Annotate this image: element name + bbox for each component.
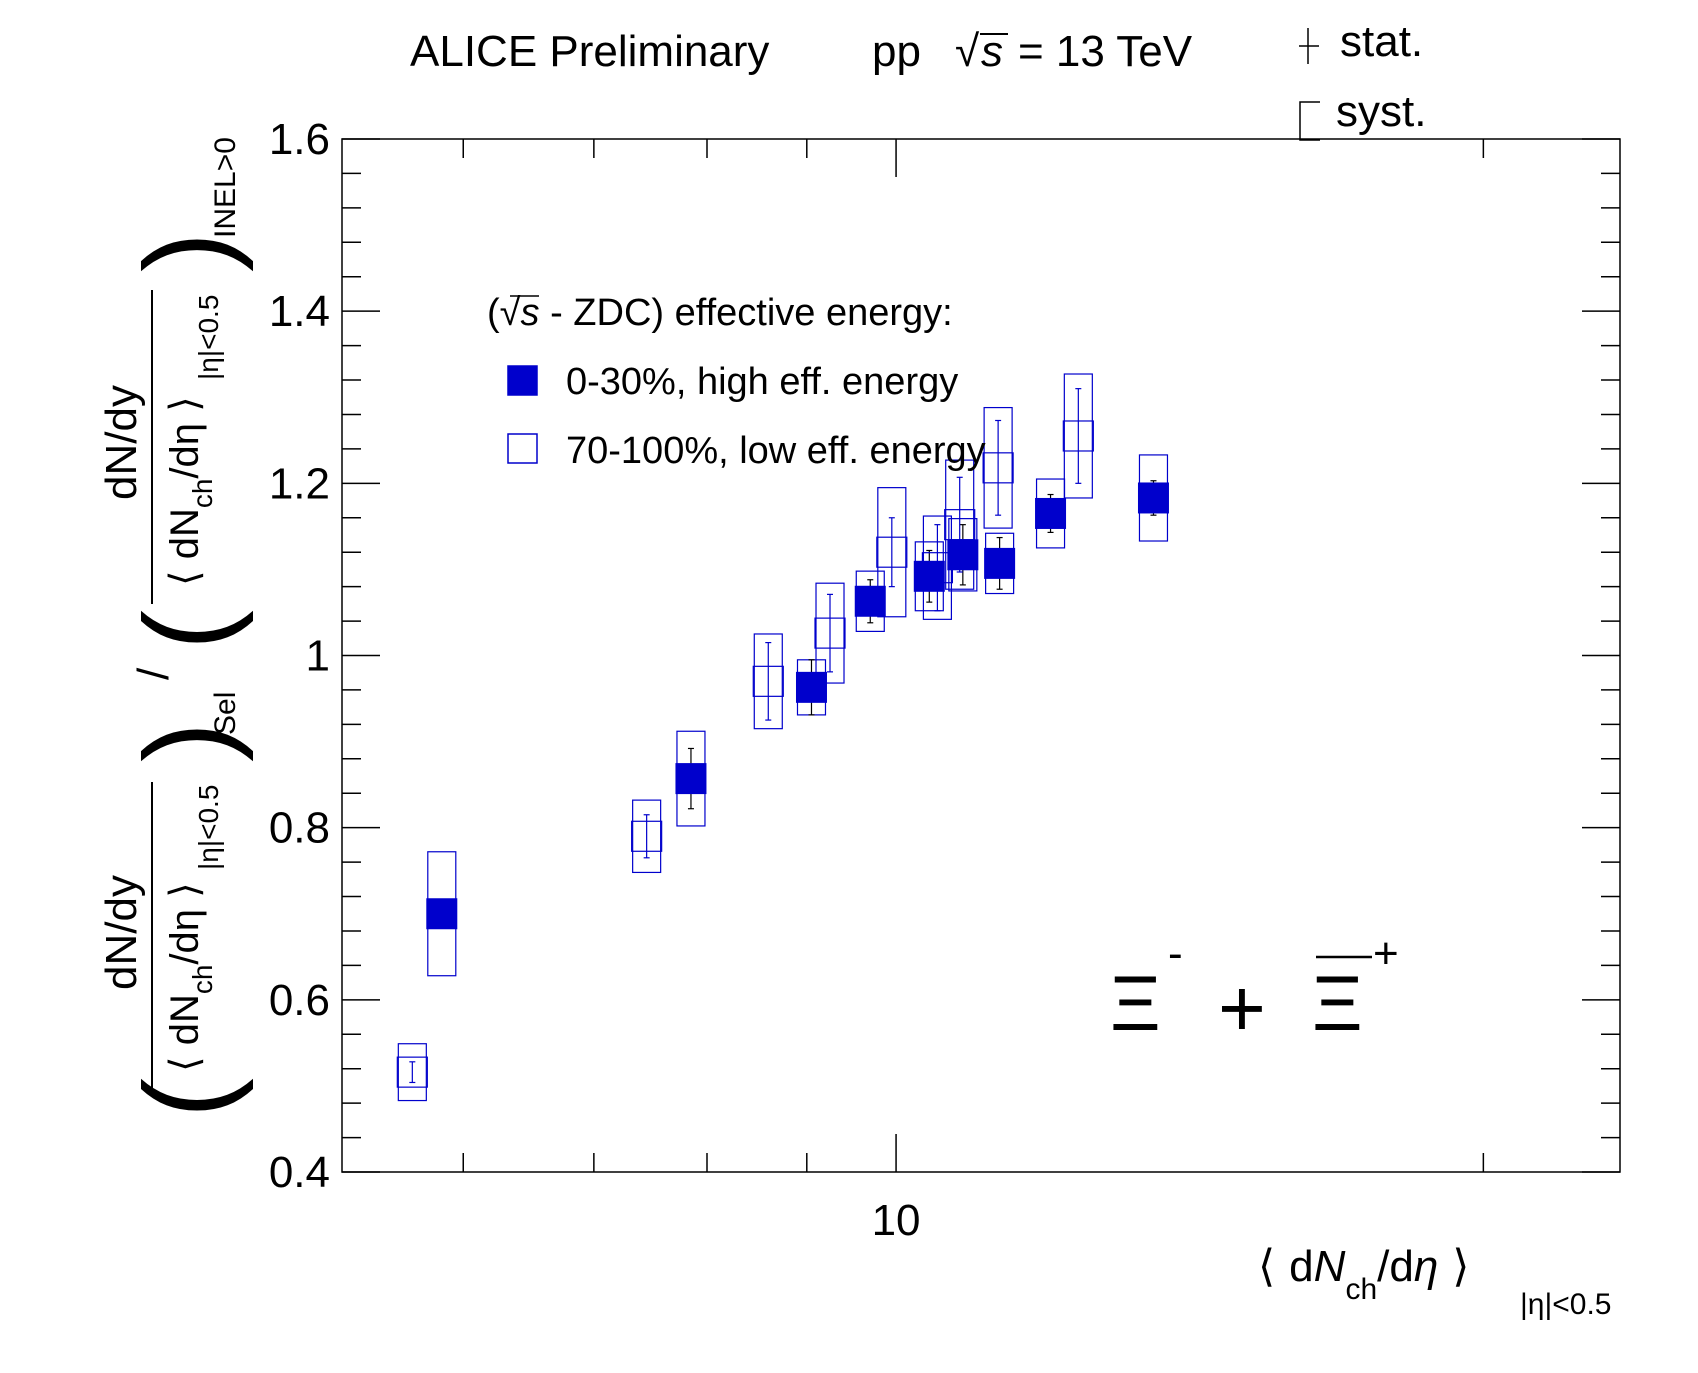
y-sel: Sel xyxy=(209,692,242,735)
data-point-open xyxy=(876,536,908,568)
legend-header: (√s - ZDC) effective energy: xyxy=(487,292,953,334)
axis-ticks xyxy=(342,138,1620,1173)
syst-box xyxy=(922,515,953,620)
legend: (√s - ZDC) effective energy: 0-30%, high… xyxy=(487,292,986,472)
syst-box xyxy=(945,459,975,590)
syst-box xyxy=(877,487,907,618)
y-den-2: ⟨ dNch/dη ⟩ xyxy=(163,396,218,586)
syst-box xyxy=(1063,373,1093,499)
x-axis-range: |η|<0.5 xyxy=(1520,1288,1612,1321)
x-axis-title: ⟨ dNch/dη ⟩ |η|<0.5 xyxy=(1258,1242,1612,1321)
x-axis-eta: η xyxy=(1414,1242,1438,1291)
x-axis-d: d xyxy=(1289,1242,1313,1291)
data-point-open xyxy=(921,552,954,584)
x-axis-rangle: ⟩ xyxy=(1452,1242,1469,1291)
particle-plus-sign: + xyxy=(1373,929,1399,978)
data-point-filled xyxy=(795,671,827,703)
legend-marker-filled xyxy=(507,365,538,396)
x-axis-sub: ch xyxy=(1345,1273,1377,1306)
syst-box xyxy=(983,406,1013,529)
uncertainty-key: stat. syst. xyxy=(1299,17,1426,141)
data-point-filled xyxy=(675,763,707,795)
syst-key-label: syst. xyxy=(1336,87,1426,136)
data-point-filled xyxy=(1137,482,1169,514)
y-tick-label: 0.8 xyxy=(269,804,330,853)
y-num-1: dN/dy xyxy=(97,875,146,990)
syst-key-box xyxy=(1299,101,1320,141)
series-high-eff-energy xyxy=(426,454,1169,977)
legend-header-rest: - ZDC) effective energy: xyxy=(540,292,953,334)
data-point-open xyxy=(814,617,846,649)
y-paren-right-1: ) xyxy=(120,722,254,762)
legend-label-open: 70-100%, low eff. energy xyxy=(566,430,986,472)
y-inel: INEL>0 xyxy=(209,137,242,238)
y-den-2-range: |η|<0.5 xyxy=(193,295,224,380)
title-s: s xyxy=(981,27,1003,76)
y-divider: / xyxy=(129,667,178,680)
x-axis-langle: ⟨ xyxy=(1258,1242,1275,1291)
data-series xyxy=(396,373,1169,1102)
particle-xi-plus: Ξ xyxy=(1312,959,1363,1047)
particle-plus-joiner: + xyxy=(1218,963,1266,1054)
particle-label: Ξ - + Ξ + xyxy=(1110,929,1399,1054)
y-tick-label: 1.4 xyxy=(269,287,330,336)
data-point-filled xyxy=(1035,497,1067,529)
x-tick-label: 10 xyxy=(872,1196,921,1245)
y-den-1-sub: ch xyxy=(187,965,218,995)
particle-minus-sign: - xyxy=(1168,929,1183,978)
x-axis-N: N xyxy=(1314,1242,1346,1291)
chart-title: ALICE Preliminary pp √ s = 13 TeV xyxy=(410,27,1193,76)
title-system: pp xyxy=(872,27,921,76)
y-den-2-left: ⟨ dN xyxy=(163,508,207,586)
y-paren-left-1: ( xyxy=(120,1078,254,1118)
x-tick-labels: 10 xyxy=(872,1196,921,1245)
legend-header-open: ( xyxy=(487,292,500,334)
data-point-filled xyxy=(854,585,886,617)
y-num-2: dN/dy xyxy=(97,385,146,500)
particle-xi-minus: Ξ xyxy=(1110,959,1161,1047)
x-axis-slash: /d xyxy=(1377,1242,1414,1291)
y-axis-title: ( dN/dy ⟨ dNch/dη ⟩ |η|<0.5 ) Sel / ( dN… xyxy=(97,137,254,1118)
y-paren-right-2: ) xyxy=(120,232,254,272)
data-point-filled xyxy=(426,898,458,930)
legend-header-s: s xyxy=(521,292,540,334)
syst-box xyxy=(815,582,845,684)
data-point-open xyxy=(752,665,784,697)
data-point-open xyxy=(631,820,663,852)
y-tick-label: 1.6 xyxy=(269,115,330,164)
y-den-1-left: ⟨ dN xyxy=(163,994,207,1072)
syst-box xyxy=(397,1043,427,1102)
legend-marker-open xyxy=(507,433,538,464)
series-low-eff-energy xyxy=(396,373,1094,1102)
data-point-open xyxy=(396,1056,428,1088)
legend-label-filled: 0-30%, high eff. energy xyxy=(566,361,958,403)
syst-box xyxy=(753,633,783,730)
title-sqrt-symbol: √ xyxy=(955,27,980,76)
x-axis-label: ⟨ dNch/dη ⟩ xyxy=(1258,1242,1469,1306)
y-tick-label: 0.6 xyxy=(269,976,330,1025)
data-point-open xyxy=(982,452,1014,484)
legend-header-sqrt: √ xyxy=(500,292,521,334)
y-den-2-sub: ch xyxy=(187,479,218,509)
syst-box xyxy=(632,799,662,874)
y-tick-labels: 0.4 0.6 0.8 1 1.2 1.4 1.6 xyxy=(269,115,330,1197)
data-point-open xyxy=(944,509,976,541)
y-paren-left-2: ( xyxy=(120,610,254,650)
y-den-2-right: /dη ⟩ xyxy=(163,396,207,478)
data-point-filled xyxy=(984,547,1016,579)
data-point-open xyxy=(1062,420,1094,452)
y-den-1-range: |η|<0.5 xyxy=(193,785,224,870)
y-tick-label: 1.2 xyxy=(269,459,330,508)
stat-key-label: stat. xyxy=(1340,17,1423,66)
y-den-1: ⟨ dNch/dη ⟩ xyxy=(163,882,218,1072)
title-experiment: ALICE Preliminary xyxy=(410,27,769,76)
title-energy: = 13 TeV xyxy=(1018,27,1193,76)
y-tick-label: 1 xyxy=(306,632,330,681)
y-den-1-right: /dη ⟩ xyxy=(163,882,207,964)
y-tick-label: 0.4 xyxy=(269,1148,330,1197)
data-point-filled xyxy=(913,560,945,592)
